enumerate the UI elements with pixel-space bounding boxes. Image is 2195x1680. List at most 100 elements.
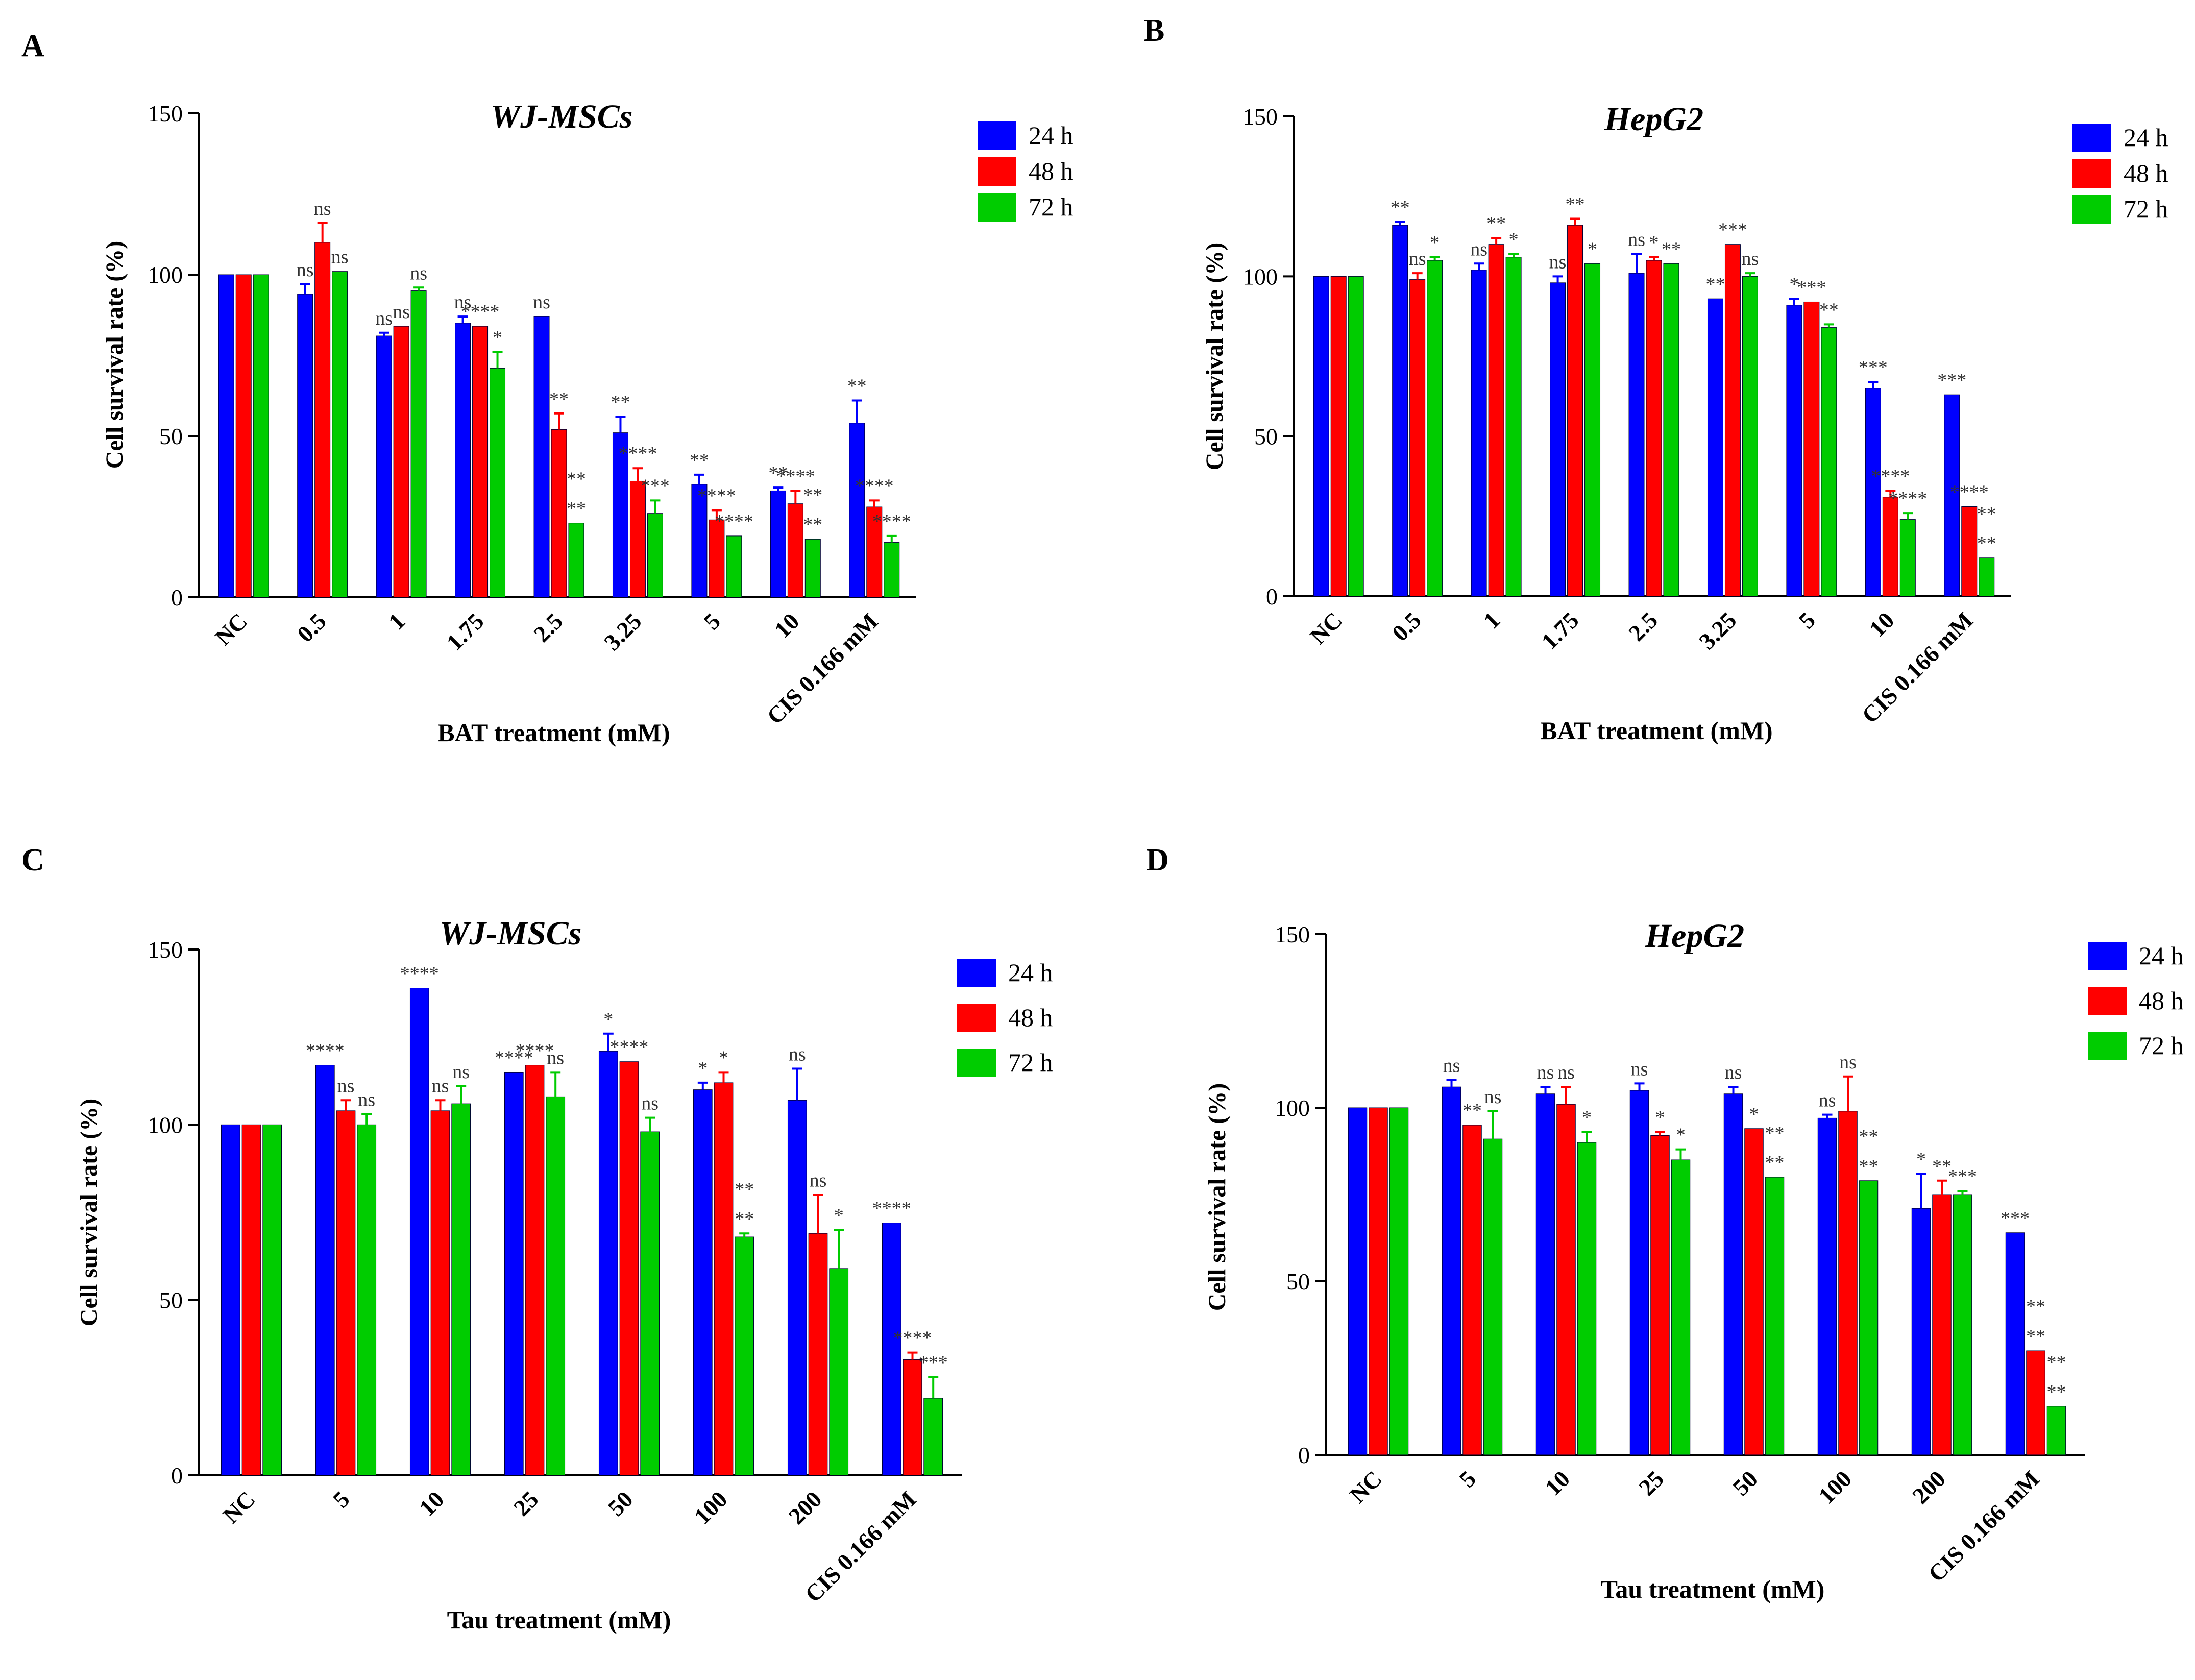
x-tick-label: 25 bbox=[508, 1486, 544, 1521]
significance-label: ** bbox=[567, 469, 586, 490]
bar-48h bbox=[1932, 1194, 1952, 1455]
significance-label: * bbox=[1509, 229, 1519, 250]
significance-label: ns bbox=[1839, 1052, 1857, 1073]
y-tick-label: 150 bbox=[148, 101, 183, 127]
bar-48h bbox=[241, 1124, 261, 1476]
legend-label: 72 h bbox=[2139, 1031, 2184, 1060]
bar-48h bbox=[1724, 244, 1741, 597]
legend-label: 24 h bbox=[1029, 121, 1074, 150]
significance-label: **** bbox=[400, 963, 439, 985]
x-tick-label: 5 bbox=[699, 608, 725, 635]
significance-label: ns bbox=[1628, 229, 1645, 250]
significance-label: **** bbox=[1888, 488, 1927, 509]
bar-72h bbox=[1899, 519, 1916, 597]
significance-label: ns bbox=[331, 247, 349, 268]
significance-label: ns bbox=[1409, 248, 1426, 270]
significance-label: **** bbox=[872, 511, 911, 532]
x-tick-label: 50 bbox=[603, 1486, 638, 1521]
bar-48h bbox=[709, 519, 725, 598]
y-tick-label: 50 bbox=[1254, 424, 1278, 450]
significance-label: ** bbox=[735, 1179, 754, 1200]
x-tick-label: 25 bbox=[1633, 1466, 1669, 1501]
bar-24h bbox=[1944, 394, 1960, 597]
legend-swatch bbox=[2072, 159, 2111, 188]
bar-72h bbox=[1389, 1107, 1409, 1455]
significance-label: ** bbox=[1566, 194, 1585, 215]
y-axis-label: Cell survival rate (%) bbox=[76, 1099, 103, 1327]
x-axis-label: BAT treatment (mM) bbox=[437, 718, 670, 747]
bar-72h bbox=[1765, 1177, 1785, 1455]
bar-72h bbox=[568, 523, 584, 598]
significance-label: ns bbox=[358, 1089, 375, 1111]
bar-24h bbox=[1629, 1090, 1649, 1455]
significance-label: ** bbox=[567, 498, 586, 520]
y-tick-label: 150 bbox=[148, 937, 183, 963]
bar-72h bbox=[546, 1096, 566, 1476]
y-tick-label: 100 bbox=[1242, 263, 1278, 289]
significance-label: * bbox=[719, 1047, 728, 1068]
significance-label: *** bbox=[641, 475, 670, 497]
significance-label: * bbox=[1655, 1107, 1665, 1129]
y-axis-label: Cell survival rate (%) bbox=[101, 241, 128, 469]
bar-48h bbox=[551, 429, 567, 598]
x-tick-label: 200 bbox=[1907, 1466, 1950, 1509]
bar-48h bbox=[1330, 276, 1347, 597]
x-tick-label: 3.25 bbox=[1694, 607, 1742, 654]
significance-label: *** bbox=[1718, 220, 1747, 241]
legend-label: 48 h bbox=[1008, 1003, 1053, 1032]
significance-label: ** bbox=[1486, 213, 1506, 234]
significance-label: *** bbox=[2001, 1208, 2030, 1229]
panel-letter: B bbox=[1143, 13, 1164, 48]
bar-24h bbox=[315, 1065, 335, 1476]
significance-label: **** bbox=[516, 1040, 554, 1062]
significance-label: ** bbox=[2026, 1296, 2045, 1318]
significance-label: **** bbox=[776, 466, 815, 487]
x-tick-label: 1.75 bbox=[1536, 607, 1584, 654]
significance-label: ns bbox=[641, 1093, 658, 1114]
x-tick-label: NC bbox=[1345, 1466, 1387, 1508]
legend-label: 24 h bbox=[1008, 958, 1053, 987]
x-tick-label: 2.5 bbox=[1623, 607, 1663, 646]
bar-72h bbox=[2046, 1406, 2066, 1455]
y-tick-label: 0 bbox=[1298, 1442, 1310, 1468]
significance-label: ns bbox=[1725, 1062, 1742, 1083]
legend-swatch bbox=[957, 1004, 996, 1032]
y-tick-label: 150 bbox=[1275, 921, 1310, 947]
bar-72h bbox=[1584, 263, 1601, 597]
bar-72h bbox=[262, 1124, 282, 1476]
bar-72h bbox=[490, 368, 506, 598]
significance-label: ** bbox=[735, 1208, 754, 1230]
bar-24h bbox=[218, 274, 234, 598]
bar-72h bbox=[1821, 327, 1837, 597]
bar-72h bbox=[829, 1268, 849, 1476]
significance-label: ** bbox=[1859, 1156, 1878, 1177]
bar-24h bbox=[1786, 305, 1802, 597]
bar-24h bbox=[1313, 276, 1329, 597]
bar-72h bbox=[640, 1131, 660, 1476]
bar-48h bbox=[1961, 506, 1978, 597]
bar-72h bbox=[1483, 1138, 1503, 1455]
bar-72h bbox=[1953, 1194, 1972, 1455]
legend-label: 72 h bbox=[1029, 192, 1074, 221]
bar-24h bbox=[1550, 282, 1566, 597]
bar-48h bbox=[629, 480, 646, 598]
significance-label: ns bbox=[314, 198, 331, 220]
significance-label: ** bbox=[768, 462, 788, 484]
panel-letter: D bbox=[1146, 843, 1169, 878]
significance-label: *** bbox=[1797, 277, 1826, 298]
bar-24h bbox=[1392, 225, 1408, 597]
bar-48h bbox=[1803, 301, 1820, 597]
bar-24h bbox=[770, 490, 786, 598]
significance-label: ** bbox=[1705, 274, 1725, 295]
significance-label: * bbox=[1676, 1125, 1686, 1146]
bar-24h bbox=[787, 1100, 807, 1476]
significance-label: ns bbox=[1557, 1062, 1575, 1083]
y-tick-label: 100 bbox=[1275, 1095, 1310, 1121]
significance-label: **** bbox=[461, 301, 500, 323]
bar-48h bbox=[1409, 279, 1426, 597]
significance-label: * bbox=[698, 1058, 708, 1079]
bar-24h bbox=[1471, 270, 1487, 597]
bar-72h bbox=[1577, 1142, 1597, 1455]
significance-label: ns bbox=[1537, 1062, 1554, 1083]
